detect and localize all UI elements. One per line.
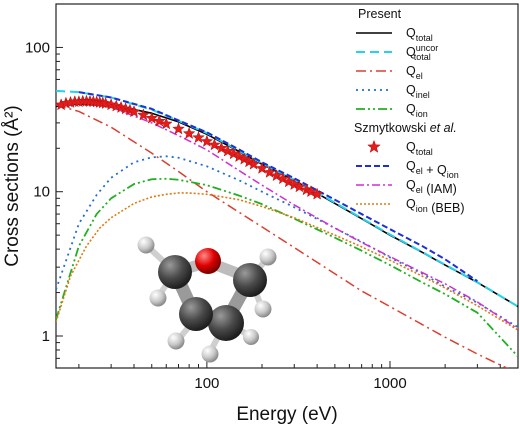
legend-label: Qel + Qion: [406, 159, 459, 180]
series-line-qel: [56, 104, 509, 368]
data-point-star: [172, 122, 185, 135]
legend-entry-sz-qtotal: Qtotal: [367, 139, 433, 157]
data-point-star: [152, 114, 166, 127]
series-layer: [56, 89, 518, 368]
data-point-star: [145, 111, 159, 124]
y-tick-label: 10: [33, 184, 50, 201]
legend-entry-qion: Qion: [356, 102, 428, 119]
data-point-star: [276, 172, 290, 185]
data-point-star: [200, 134, 214, 147]
data-point-star: [282, 175, 296, 188]
legend-label: Qtotal: [406, 140, 433, 157]
x-tick-label: 100: [194, 375, 219, 392]
y-tick-label: 100: [25, 39, 50, 56]
data-point-star: [136, 108, 150, 121]
y-tick-label: 1: [42, 328, 50, 345]
series-line-sz-qel-qion: [78, 91, 478, 282]
data-point-star: [127, 105, 141, 118]
data-point-star: [293, 180, 306, 193]
legend-swatch: [367, 139, 381, 153]
data-point-star: [221, 144, 235, 157]
tick-labels: 100 1000 1 10 100: [25, 39, 407, 392]
data-point-star: [214, 141, 228, 154]
series-line-qinel: [56, 155, 518, 329]
data-point-star: [304, 184, 318, 198]
legend-label: Qtotal: [406, 26, 433, 43]
series-line-sz-qion-beb: [56, 192, 518, 331]
data-point-star: [255, 161, 269, 174]
legend-entry-qtotal-uncor: Quncor total: [356, 43, 438, 62]
data-point-star: [263, 165, 276, 178]
legend-entry-sz-qel-qion: Qel + Qion: [356, 159, 459, 180]
legend-label: Qinel: [406, 83, 430, 100]
data-point-star: [182, 126, 196, 139]
legend-label: Quncor total: [406, 43, 438, 62]
x-axis-title: Energy (eV): [236, 404, 337, 425]
legend-entry-qel: Qel: [356, 64, 423, 81]
plot-frame: [55, 3, 519, 369]
legend-entry-qinel: Qinel: [356, 83, 430, 100]
data-point-star: [159, 117, 173, 130]
series-sz-qtotal: [56, 94, 324, 200]
molecule-illustration: [137, 236, 277, 363]
y-axis-title: Cross sections (Å²): [2, 105, 23, 267]
x-tick-label: 1000: [373, 375, 406, 392]
data-point-star: [310, 187, 324, 200]
legend-label: Qion: [406, 102, 428, 119]
data-point-star: [208, 138, 221, 151]
legend-label: Qel (IAM): [406, 178, 457, 196]
data-point-star: [192, 130, 205, 144]
legend-entry-qtotal: Qtotal: [356, 26, 433, 43]
legend-entry-sz-qel-iam: Qel (IAM): [356, 178, 457, 196]
legend-group-heading: Szmytkowski et al.: [354, 121, 457, 135]
legend-label: Qel: [406, 64, 423, 81]
legend-group-heading: Present: [358, 7, 402, 21]
legend-label: Qion (BEB): [406, 197, 465, 215]
data-point-star: [270, 169, 283, 182]
data-point-star: [227, 147, 241, 160]
legend-entry-sz-qion-beb: Qion (BEB): [356, 197, 465, 215]
series-line-qion: [56, 177, 518, 358]
data-point-star: [247, 157, 261, 170]
series-line-qtotal-uncor: [56, 89, 518, 308]
axis-ticks: [56, 3, 519, 369]
series-line-sz-qel-iam: [78, 101, 518, 330]
